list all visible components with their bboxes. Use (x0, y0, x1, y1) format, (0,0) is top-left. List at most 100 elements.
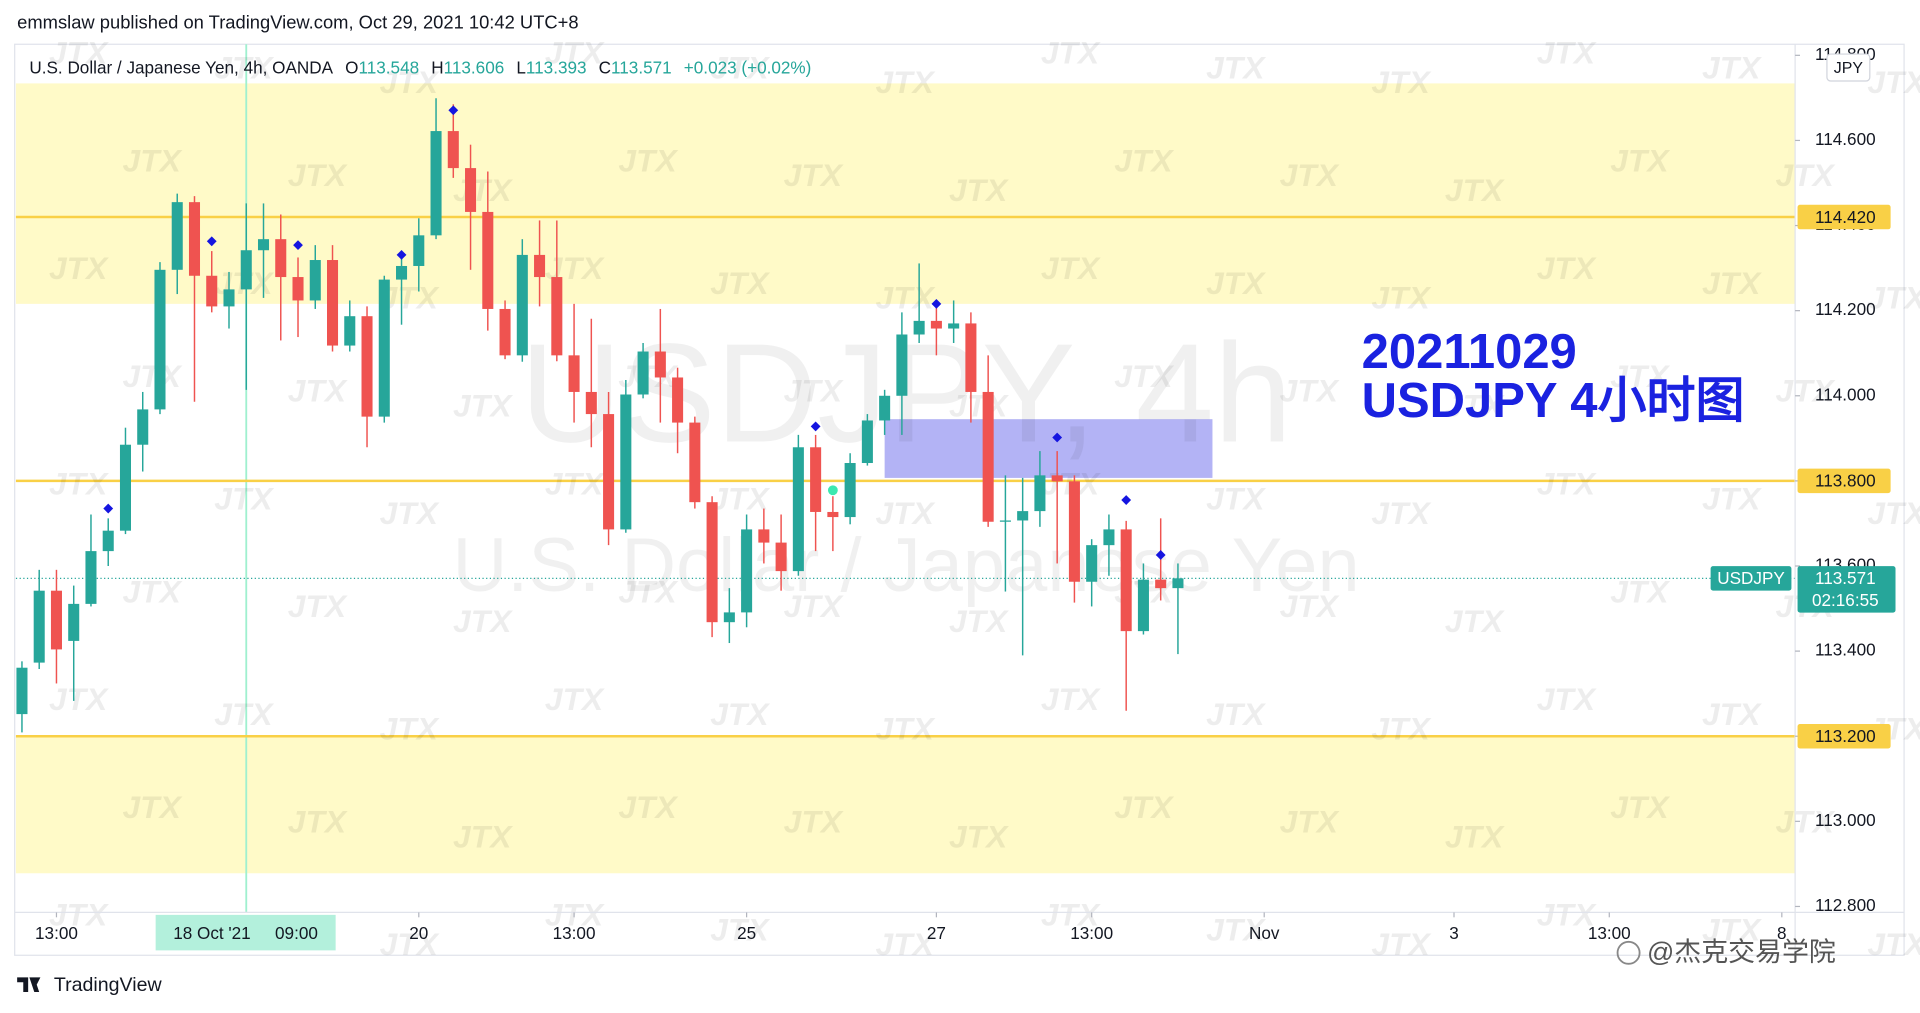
candle-body (568, 355, 580, 392)
candle-body (637, 351, 649, 395)
logo-watermark: JTX (876, 280, 936, 316)
logo-watermark: JTX (214, 49, 274, 85)
logo-watermark: JTX (1702, 265, 1762, 301)
signal-marker (396, 250, 407, 260)
logo-watermark: JTX (784, 804, 844, 840)
candle-body (810, 447, 822, 512)
logo-watermark: JTX (49, 466, 109, 502)
candle-body (965, 323, 977, 392)
axis-layer: 112.800113.000113.200113.400113.600113.8… (35, 44, 1896, 951)
candle-body (706, 502, 718, 623)
x-tick-label: 27 (927, 923, 946, 943)
ohlc-letter: H (431, 57, 443, 77)
x-tick-label: 13:00 (35, 923, 78, 943)
logo-watermark: JTX (545, 897, 605, 933)
ohlc-value: 113.606 (444, 57, 505, 77)
y-tick-label: 112.800 (1815, 895, 1876, 915)
logo-watermark: JTX (122, 789, 182, 825)
candle-body (292, 277, 304, 301)
logo-watermark: JTX (710, 696, 770, 732)
candle-body (516, 254, 528, 356)
logo-watermark: JTX (710, 480, 770, 516)
logo-watermark: JTX (1867, 64, 1920, 100)
candle-body (896, 334, 908, 396)
price-label-box (1797, 566, 1896, 613)
candle-body (948, 323, 960, 329)
candle-body (620, 394, 632, 530)
candle-body (33, 590, 45, 663)
zone (15, 736, 1796, 874)
logo-watermark: JTX (1114, 142, 1174, 178)
logo-watermark: JTX (949, 818, 1009, 854)
candle-body (378, 279, 390, 417)
credit: @杰克交易学院 (1647, 937, 1836, 967)
candle-body (930, 320, 942, 329)
candle-body (413, 235, 425, 266)
candle-body (827, 511, 839, 518)
x-tick-label: 13:00 (1070, 923, 1113, 943)
candle-body (585, 391, 597, 415)
candle-body (1120, 529, 1132, 632)
ohlc-letter: L (516, 57, 526, 77)
logo-watermark: JTX (1206, 265, 1266, 301)
logo-watermark: JTX (288, 804, 348, 840)
brand: TradingView (17, 974, 162, 996)
logo-watermark: JTX (49, 897, 109, 933)
logo-watermark: JTX (122, 358, 182, 394)
logo-watermark: JTX (949, 387, 1009, 423)
logo-watermark: JTX (1206, 480, 1266, 516)
logo-watermark: JTX (1206, 911, 1266, 947)
ohlc-letter: O (345, 57, 358, 77)
chart-frame (14, 43, 1905, 956)
x-tick-label: 25 (737, 923, 756, 943)
currency[interactable]: JPY (1834, 60, 1864, 77)
logo-watermark: JTX (1610, 142, 1670, 178)
candle-body (1137, 579, 1149, 632)
countdown: 02:16:55 (1812, 590, 1879, 610)
candle-body (326, 260, 339, 346)
candle-body (1068, 481, 1080, 582)
logo-watermark: JTX (784, 373, 844, 409)
annotation-date: 20211029 (1362, 325, 1577, 379)
logo-watermark: JTX (1114, 358, 1174, 394)
candle-body (16, 667, 28, 715)
symbol-label-box (1710, 566, 1792, 591)
x-tick-label: 13:00 (1588, 923, 1631, 943)
logo-watermark: JTX (1280, 373, 1340, 409)
logo-watermark: JTX (1041, 35, 1101, 71)
logo-watermark: JTX (453, 603, 513, 639)
logo-watermark: JTX (784, 588, 844, 624)
candle-body (758, 529, 770, 543)
logo-watermark: JTX (784, 157, 844, 193)
candle-body (206, 275, 218, 307)
currency-box[interactable] (1826, 53, 1871, 82)
candle-body (1103, 529, 1115, 546)
logo-watermark: JTX (1445, 603, 1505, 639)
candle-body (361, 316, 373, 417)
logo-watermark: JTX (49, 35, 109, 71)
level-label-box (1797, 723, 1891, 749)
candle-body (257, 239, 270, 251)
candle-body (68, 603, 80, 641)
y-tick-label: 114.000 (1815, 384, 1876, 404)
candle-body (844, 463, 856, 518)
logo-watermark: JTX (876, 926, 936, 962)
signal-marker (810, 421, 821, 432)
candle-body (603, 414, 615, 530)
logo-watermark: JTX (288, 588, 348, 624)
logo-watermark: JTX (710, 49, 770, 85)
brand-logo (17, 977, 41, 993)
logo-watermark: JTX (710, 911, 770, 947)
logo-watermark: JTX (876, 711, 936, 747)
logo-watermark: JTX (949, 603, 1009, 639)
logo-watermark: JTX (1537, 250, 1597, 286)
candle-body (275, 239, 287, 278)
candle-body (137, 409, 149, 445)
logo-watermark: JTX (1867, 926, 1920, 962)
logo-watermark: JTX (1445, 818, 1505, 854)
name-watermark: U.S. Dollar / Japanese Yen (452, 523, 1359, 608)
symbol-title: U.S. Dollar / Japanese Yen, 4h, OANDA (29, 57, 333, 77)
candle-body (465, 168, 477, 212)
candle-body (792, 447, 804, 572)
